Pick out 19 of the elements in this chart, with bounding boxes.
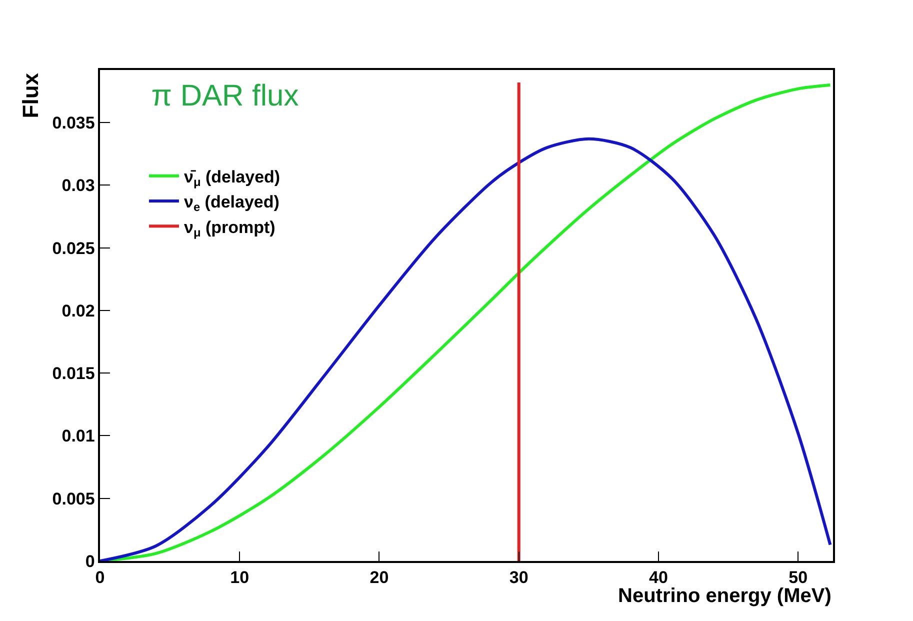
chart-title: π DAR flux bbox=[151, 80, 299, 113]
y-tick-label: 0.005 bbox=[52, 489, 95, 508]
x-tick-label: 20 bbox=[370, 568, 389, 588]
y-tick-label: 0.01 bbox=[62, 426, 95, 446]
y-tick-label: 0.035 bbox=[52, 114, 95, 133]
legend-label: ν̄$_{μ}$ (delayed) bbox=[184, 168, 280, 190]
y-tick-label: 0.03 bbox=[62, 176, 95, 196]
y-tick-label: 0 bbox=[85, 552, 95, 571]
y-axis-title: Flux bbox=[18, 72, 44, 118]
x-axis-title: Neutrino energy (MeV) bbox=[618, 585, 832, 607]
y-tick-label: 0.015 bbox=[52, 364, 95, 384]
x-tick-label: 10 bbox=[230, 568, 250, 588]
x-tick-label: 40 bbox=[649, 568, 668, 588]
legend-label: ν$_{e}$ (delayed) bbox=[184, 192, 280, 214]
y-tick-label: 0.02 bbox=[62, 301, 95, 320]
x-tick-label: 30 bbox=[509, 568, 528, 588]
y-tick-label: 0.025 bbox=[52, 238, 95, 258]
legend-label: ν$_{μ}$ (prompt) bbox=[184, 218, 276, 240]
x-tick-label: 50 bbox=[788, 568, 808, 588]
